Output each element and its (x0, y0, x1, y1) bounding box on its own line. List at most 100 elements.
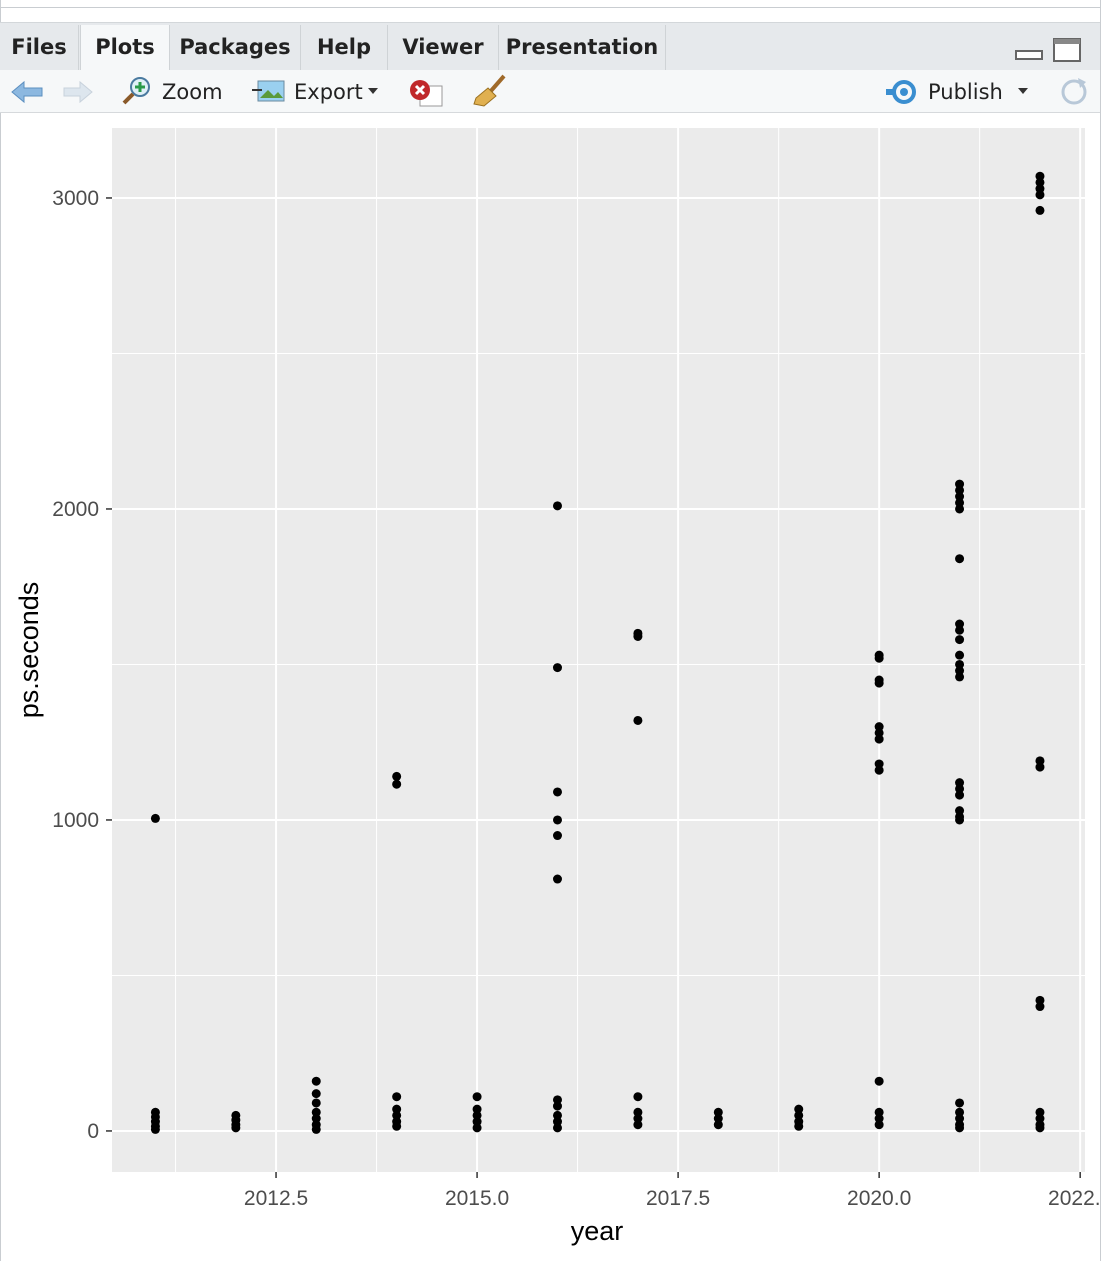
point (874, 1114, 884, 1124)
point (874, 759, 884, 769)
point (552, 1095, 562, 1105)
point (874, 734, 884, 744)
point (794, 1104, 804, 1114)
y-axis-title: ps.seconds (14, 582, 44, 719)
point (794, 1110, 804, 1120)
point (552, 787, 562, 797)
point (955, 492, 965, 502)
tab[interactable]: Help (301, 25, 388, 70)
toolbar: Zoom Export Publish (0, 70, 1100, 113)
x-tick-label: 2022.5 (1048, 1187, 1099, 1210)
refresh[interactable] (1058, 76, 1090, 108)
point (472, 1104, 482, 1114)
x-tick-label: 2020.0 (847, 1187, 911, 1210)
publish-icon[interactable] (886, 78, 922, 106)
point (231, 1123, 241, 1133)
point (472, 1110, 482, 1120)
point (1035, 1107, 1045, 1117)
point (150, 1124, 160, 1134)
point (472, 1123, 482, 1133)
clear-all[interactable] (470, 74, 508, 108)
point (311, 1076, 321, 1086)
point (874, 1107, 884, 1117)
nav-arrows[interactable] (8, 78, 98, 106)
border (1100, 0, 1101, 1261)
point (552, 1110, 562, 1120)
point (1035, 762, 1045, 772)
point (794, 1121, 804, 1131)
point (311, 1124, 321, 1134)
point (633, 1092, 643, 1102)
point (955, 790, 965, 800)
point (955, 625, 965, 635)
point (633, 1120, 643, 1130)
y-tick-label: 3000 (52, 187, 99, 210)
point (713, 1114, 723, 1124)
dropdown[interactable] (1018, 88, 1030, 96)
point (955, 554, 965, 564)
remove-plot[interactable] (408, 78, 448, 108)
point (1035, 756, 1045, 766)
zoom-button[interactable]: Zoom (162, 80, 223, 104)
point (1035, 177, 1045, 187)
point (874, 1120, 884, 1130)
y-tick-label: 0 (87, 1120, 99, 1143)
point (1035, 184, 1045, 194)
tab[interactable]: Files (0, 25, 79, 70)
tab[interactable]: Plots (80, 25, 170, 71)
point (955, 1107, 965, 1117)
point (874, 728, 884, 738)
point (955, 672, 965, 682)
point (392, 779, 402, 789)
point (1035, 171, 1045, 181)
point (955, 479, 965, 489)
point (874, 678, 884, 688)
tab[interactable]: Viewer (388, 25, 499, 70)
point (1035, 1123, 1045, 1133)
chart: year ps.seconds 0 1000 2000 3000 2012.5 2015.… (14, 128, 1099, 1246)
point (552, 501, 562, 511)
point (955, 1123, 965, 1133)
point (633, 1107, 643, 1117)
point (1035, 190, 1045, 200)
point (392, 771, 402, 781)
point (472, 1092, 482, 1102)
x-axis-title: year (571, 1216, 624, 1246)
point (552, 663, 562, 673)
point (955, 498, 965, 508)
export-button[interactable]: Export (294, 80, 363, 104)
point (633, 1114, 643, 1124)
point (1035, 205, 1045, 215)
point (633, 631, 643, 641)
point (955, 504, 965, 514)
point (874, 653, 884, 663)
point (874, 722, 884, 732)
dropdown[interactable] (368, 88, 380, 96)
point (955, 659, 965, 669)
publish-button[interactable]: Publish (928, 80, 1003, 104)
point (955, 806, 965, 816)
point (392, 1110, 402, 1120)
point (311, 1107, 321, 1117)
tab[interactable]: Packages (170, 25, 301, 70)
plot-panel (112, 128, 1085, 1172)
point (552, 1101, 562, 1111)
export-icon[interactable] (252, 78, 288, 106)
zoom-icon[interactable] (120, 76, 154, 106)
window-controls[interactable] (1012, 37, 1084, 65)
point (874, 765, 884, 775)
point (955, 635, 965, 645)
point (472, 1117, 482, 1127)
point (955, 485, 965, 495)
point (955, 784, 965, 794)
point (955, 1114, 965, 1124)
tab-bar: Files Plots Packages Help Viewer Present… (0, 22, 1100, 71)
point (311, 1089, 321, 1099)
point (392, 1121, 402, 1131)
y-tick-label: 1000 (52, 809, 99, 832)
point (713, 1107, 723, 1117)
tab[interactable]: Presentation (499, 25, 666, 70)
y-tick-label: 2000 (52, 498, 99, 521)
x-tick-label: 2015.0 (445, 1187, 509, 1210)
point (955, 778, 965, 788)
